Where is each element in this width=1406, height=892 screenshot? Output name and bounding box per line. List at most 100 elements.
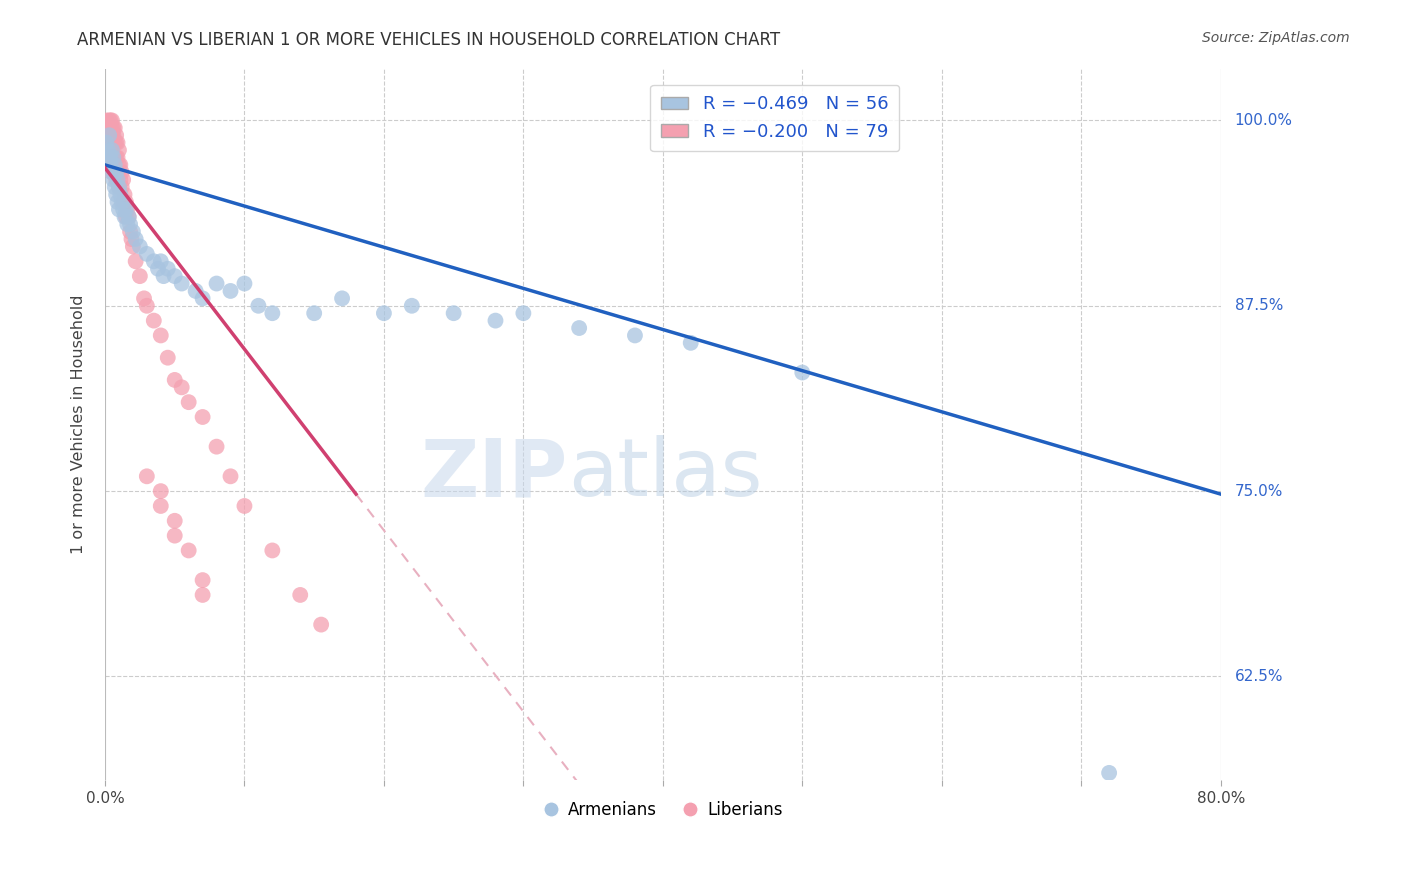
Point: [146, 261, 169, 276]
Point: [100, 151, 122, 165]
Point: [110, 172, 132, 186]
Point: [156, 351, 179, 365]
Point: [568, 321, 591, 335]
Point: [184, 284, 207, 298]
Point: [101, 165, 124, 179]
Point: [98, 120, 121, 135]
Point: [96, 136, 118, 150]
Point: [111, 194, 134, 209]
Text: ZIP: ZIP: [420, 435, 568, 513]
Point: [233, 499, 256, 513]
Point: [108, 180, 131, 194]
Point: [105, 172, 128, 186]
Point: [149, 484, 172, 499]
Point: [107, 165, 129, 179]
Point: [443, 306, 465, 320]
Point: [484, 313, 506, 327]
Point: [135, 247, 157, 261]
Point: [219, 469, 242, 483]
Point: [103, 128, 125, 143]
Point: [98, 128, 121, 143]
Point: [96, 128, 118, 143]
Text: 62.5%: 62.5%: [1234, 669, 1284, 684]
Point: [97, 143, 120, 157]
Point: [104, 120, 127, 135]
Point: [191, 573, 214, 587]
Point: [98, 136, 121, 150]
Point: [205, 277, 228, 291]
Text: 75.0%: 75.0%: [1234, 483, 1282, 499]
Point: [142, 254, 165, 268]
Point: [124, 254, 146, 268]
Point: [105, 187, 128, 202]
Point: [96, 113, 118, 128]
Point: [191, 409, 214, 424]
Point: [149, 328, 172, 343]
Text: 100.0%: 100.0%: [1234, 113, 1292, 128]
Point: [128, 239, 150, 253]
Point: [163, 528, 186, 542]
Point: [103, 151, 125, 165]
Point: [205, 440, 228, 454]
Point: [122, 225, 145, 239]
Point: [132, 291, 155, 305]
Point: [170, 277, 193, 291]
Point: [100, 120, 122, 135]
Point: [330, 291, 353, 305]
Text: atlas: atlas: [568, 435, 762, 513]
Point: [115, 202, 138, 217]
Point: [97, 151, 120, 165]
Point: [142, 313, 165, 327]
Point: [108, 143, 131, 157]
Point: [104, 158, 127, 172]
Point: [105, 136, 128, 150]
Point: [100, 151, 122, 165]
Point: [103, 165, 125, 179]
Point: [101, 136, 124, 150]
Point: [110, 158, 132, 172]
Point: [163, 269, 186, 284]
Point: [156, 261, 179, 276]
Text: 87.5%: 87.5%: [1234, 298, 1282, 313]
Point: [262, 306, 284, 320]
Point: [792, 366, 814, 380]
Point: [104, 136, 127, 150]
Point: [107, 194, 129, 209]
Point: [512, 306, 534, 320]
Point: [100, 136, 122, 150]
Point: [98, 113, 121, 128]
Point: [110, 187, 132, 202]
Point: [105, 128, 128, 143]
Point: [118, 210, 141, 224]
Point: [290, 588, 312, 602]
Point: [135, 299, 157, 313]
Point: [373, 306, 395, 320]
Text: Source: ZipAtlas.com: Source: ZipAtlas.com: [1202, 31, 1350, 45]
Point: [191, 588, 214, 602]
Point: [107, 151, 129, 165]
Point: [163, 514, 186, 528]
Point: [111, 165, 134, 179]
Point: [111, 180, 134, 194]
Point: [177, 543, 200, 558]
Point: [103, 172, 125, 186]
Point: [104, 165, 127, 179]
Point: [163, 373, 186, 387]
Point: [233, 277, 256, 291]
Point: [100, 128, 122, 143]
Point: [114, 187, 136, 202]
Point: [103, 151, 125, 165]
Point: [117, 217, 139, 231]
Point: [219, 284, 242, 298]
Point: [128, 269, 150, 284]
Point: [108, 180, 131, 194]
Point: [115, 194, 138, 209]
Point: [108, 158, 131, 172]
Point: [152, 269, 174, 284]
Point: [104, 151, 127, 165]
Point: [101, 128, 124, 143]
Point: [401, 299, 423, 313]
Point: [112, 202, 135, 217]
Point: [108, 202, 131, 217]
Point: [103, 136, 125, 150]
